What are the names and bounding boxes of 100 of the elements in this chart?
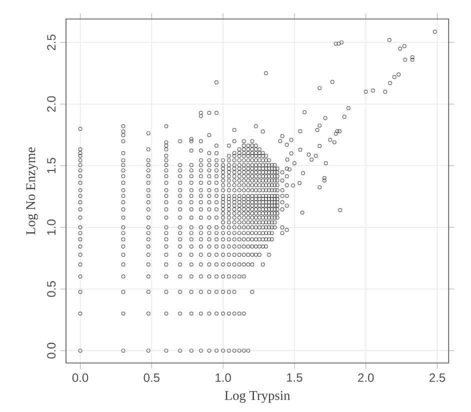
point: [260, 188, 265, 192]
point: [226, 194, 231, 198]
point: [246, 197, 250, 201]
point: [242, 154, 246, 158]
point: [207, 180, 212, 185]
point: [280, 178, 284, 182]
point: [189, 274, 194, 278]
point: [267, 220, 272, 224]
point: [318, 86, 322, 90]
point: [178, 174, 182, 178]
point: [396, 72, 401, 76]
point: [178, 237, 182, 242]
point: [232, 252, 236, 257]
point: [250, 188, 254, 192]
point: [221, 262, 226, 266]
point: [254, 174, 258, 178]
point: [246, 262, 250, 266]
point: [301, 171, 305, 176]
x-tick-label: 2.0: [358, 373, 374, 382]
point: [280, 225, 284, 230]
point: [264, 174, 268, 178]
point: [258, 252, 262, 257]
point: [178, 231, 182, 236]
point: [250, 194, 254, 198]
point: [237, 220, 242, 224]
point: [164, 244, 168, 248]
point: [264, 183, 268, 188]
point: [260, 211, 265, 216]
point: [246, 170, 250, 174]
point: [164, 194, 168, 198]
point: [146, 174, 150, 178]
point: [226, 178, 231, 182]
point: [267, 200, 272, 204]
point: [264, 197, 268, 201]
point: [242, 225, 246, 230]
point: [267, 197, 272, 201]
point: [289, 138, 294, 142]
point: [214, 194, 218, 198]
point: [214, 80, 218, 84]
point: [232, 163, 236, 168]
point: [387, 38, 392, 42]
point: [226, 348, 231, 353]
point: [189, 237, 194, 242]
point: [207, 133, 212, 138]
point: [221, 244, 226, 248]
point: [254, 166, 258, 171]
point: [121, 312, 126, 316]
point: [221, 183, 226, 188]
point: [232, 290, 236, 294]
point: [260, 174, 265, 178]
point: [324, 161, 328, 166]
point: [78, 231, 82, 236]
point: [237, 200, 242, 204]
point: [242, 244, 246, 248]
point: [121, 237, 126, 242]
point: [214, 168, 218, 172]
point: [198, 139, 203, 144]
point: [121, 262, 126, 266]
x-axis-title: Log Trypsin: [224, 391, 290, 403]
point: [164, 174, 168, 178]
x-tick-label: 2.5: [430, 373, 446, 382]
point: [189, 174, 194, 178]
point: [121, 348, 126, 353]
point: [267, 204, 272, 208]
point: [214, 274, 218, 278]
point: [270, 204, 274, 208]
point: [232, 170, 236, 174]
point: [221, 216, 226, 220]
point: [260, 166, 265, 171]
point: [214, 216, 218, 220]
point: [237, 274, 242, 278]
point: [246, 163, 250, 168]
point: [178, 274, 182, 278]
point: [214, 200, 218, 204]
point: [275, 197, 280, 201]
point: [258, 216, 262, 220]
point: [258, 200, 262, 204]
point: [221, 252, 226, 257]
point: [322, 176, 326, 180]
point: [289, 151, 294, 156]
point: [267, 163, 272, 168]
point: [189, 252, 194, 257]
point: [198, 188, 203, 192]
point: [232, 200, 236, 204]
point: [226, 231, 231, 236]
point: [198, 312, 203, 316]
point: [226, 166, 231, 171]
point: [221, 170, 226, 174]
point: [237, 244, 242, 248]
point: [226, 252, 231, 257]
point: [232, 183, 236, 188]
point: [280, 194, 284, 198]
point: [221, 290, 226, 294]
point: [275, 178, 280, 182]
point: [237, 188, 242, 192]
point: [298, 148, 302, 152]
point: [264, 231, 268, 236]
point: [260, 237, 265, 242]
point: [242, 237, 246, 242]
point: [275, 174, 280, 178]
